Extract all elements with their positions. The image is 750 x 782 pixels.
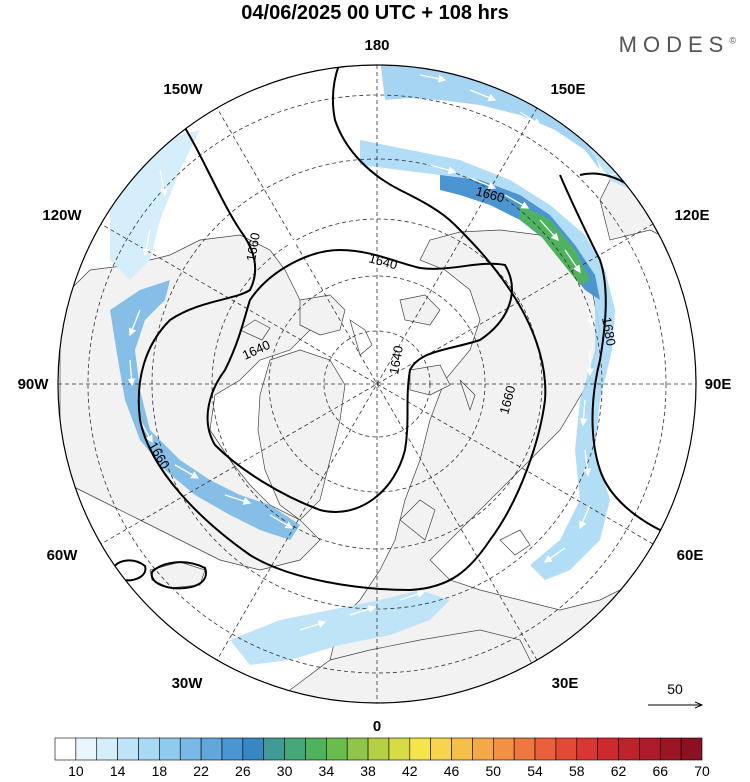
colorbar-swatch (492, 737, 515, 761)
meridian-150e-30w (216, 107, 538, 661)
colorbar-tick-label: 22 (193, 763, 209, 779)
brand-logo: MODES© (619, 32, 736, 58)
colorbar-swatch (409, 737, 431, 761)
map-boundary (57, 64, 697, 704)
meridian-120e-60w (100, 223, 654, 545)
colorbar-swatch (179, 737, 202, 761)
jet-band-asia-outer (360, 140, 615, 580)
lon-label-180: 180 (364, 37, 389, 54)
lon-label-30w: 30W (172, 675, 204, 692)
lon-label-60w: 60W (47, 547, 79, 564)
contour-label: 1660 (496, 384, 518, 416)
contour-1660-outer (137, 65, 547, 592)
colorbar-swatch (618, 737, 640, 761)
colorbar-tick-label: 30 (277, 763, 293, 779)
colorbar-tick-label: 42 (402, 763, 418, 779)
coastlines (239, 319, 531, 556)
colorbar-swatch (305, 737, 327, 761)
map-disc: 1660 1640 1640 1640 1660 1660 1680 1660 (58, 65, 696, 703)
colorbar-swatch (451, 737, 473, 761)
colorbar-tick-label: 14 (110, 763, 126, 779)
colorbar-swatch (367, 737, 390, 761)
colorbar-swatch (75, 737, 98, 761)
contour-closed-low (110, 559, 147, 582)
land-arctic-islands (299, 294, 451, 396)
jet-band-europe (230, 590, 450, 665)
jet-band-pacific (380, 65, 600, 170)
colorbar-swatch (576, 737, 598, 761)
graticule (58, 65, 696, 703)
colorbar-swatch (513, 737, 536, 761)
colorbar-swatch (96, 737, 118, 761)
colorbar-swatch (346, 737, 369, 761)
colorbar-tick-label: 38 (360, 763, 376, 779)
colorbar-swatch (200, 737, 223, 761)
colorbar-swatch (242, 737, 265, 761)
jet-band-atlantic (110, 280, 300, 540)
contour-label: 1660 (474, 183, 506, 205)
colorbar-swatch (117, 737, 139, 761)
colorbar-swatch (263, 737, 285, 761)
colorbar-tick-label: 18 (152, 763, 168, 779)
colorbar-swatch (430, 737, 452, 761)
colorbar-tick-label: 70 (694, 763, 710, 779)
lon-label-30e: 30E (552, 675, 579, 692)
colorbar-swatch (159, 737, 181, 761)
lon-label-150e: 150E (550, 81, 585, 98)
map-title: 04/06/2025 00 UTC + 108 hrs (241, 2, 509, 24)
lon-label-150w: 150W (163, 81, 203, 98)
brand-name: MODES (618, 32, 730, 57)
contour-label: 1640 (367, 250, 399, 272)
contour-label: 1680 (599, 316, 619, 347)
lon-label-90e: 90E (705, 376, 732, 393)
colorbar-swatch (472, 737, 494, 761)
colorbar-tick-labels: 10 14 18 22 26 30 34 38 42 46 50 54 58 62 66 70 (68, 763, 710, 779)
meridian-30e-150w (216, 107, 538, 661)
colorbar-swatch (138, 737, 160, 761)
contour-1640 (206, 248, 513, 513)
colorbar-swatch (284, 737, 306, 761)
reference-vector: 50 (648, 681, 702, 705)
colorbar-swatch (534, 737, 557, 761)
colorbar-tick-label: 54 (527, 763, 543, 779)
colorbar-tick-label: 46 (444, 763, 460, 779)
lon-label-60e: 60E (677, 547, 704, 564)
colorbar-swatch (221, 737, 244, 761)
lon-label-90w: 90W (18, 376, 50, 393)
lon-label-120w: 120W (42, 207, 82, 224)
meridian-60e-120w (100, 223, 654, 545)
colorbar (54, 737, 703, 761)
colorbar-swatch (659, 737, 682, 761)
colorbar-tick-label: 66 (652, 763, 668, 779)
contour-label: 1640 (386, 344, 406, 375)
longitude-labels: 180 150E 120E 90E 60E 30E 0 30W 60W 90W … (18, 37, 732, 735)
colorbar-swatch (326, 737, 348, 761)
colorbar-tick-label: 58 (569, 763, 585, 779)
brand-mark: © (729, 35, 736, 46)
colorbar-swatch (597, 737, 619, 761)
colorbar-tick-label: 10 (68, 763, 84, 779)
jet-band-asia-core (440, 175, 600, 300)
colorbar-swatch (639, 737, 661, 761)
colorbar-tick-label: 50 (486, 763, 502, 779)
colorbar-swatch (54, 737, 77, 761)
contour-label: 1660 (243, 231, 263, 262)
colorbar-swatch (388, 737, 411, 761)
colorbar-tick-label: 34 (319, 763, 335, 779)
colorbar-swatch (555, 737, 578, 761)
lon-label-0: 0 (373, 718, 381, 735)
lon-label-120e: 120E (674, 207, 709, 224)
colorbar-tick-label: 62 (611, 763, 627, 779)
colorbar-swatch (680, 737, 703, 761)
reference-vector-label: 50 (667, 681, 683, 697)
contour-closed-low-2 (150, 561, 207, 590)
wind-vectors (127, 74, 674, 631)
jet-band-asia-max (520, 205, 590, 285)
colorbar-tick-label: 26 (235, 763, 251, 779)
